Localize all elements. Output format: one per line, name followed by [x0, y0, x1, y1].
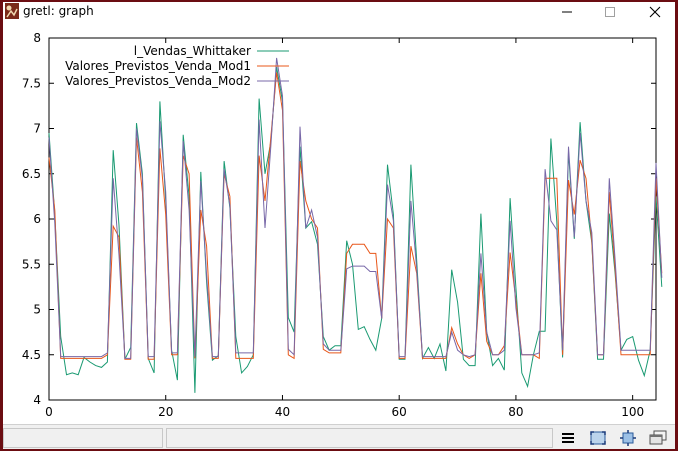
- chart-legend: l_Vendas_WhittakerValores_Previstos_Vend…: [65, 44, 289, 88]
- graph-window: gretl: graph 4 4.5 5 5.5 6 6.5 7 7.5 8 0 20 40 60 80 1…: [3, 2, 675, 449]
- x-tick-label: 0: [45, 405, 53, 419]
- legend-label: l_Vendas_Whittaker: [134, 44, 251, 58]
- maximize-icon: [605, 7, 615, 17]
- y-tick-label: 8: [33, 31, 41, 45]
- y-tick-label: 5: [33, 303, 41, 317]
- y-tick-label: 7.5: [22, 76, 41, 90]
- minimize-button[interactable]: [553, 2, 581, 22]
- fit-button[interactable]: [616, 429, 640, 447]
- status-bar: [3, 424, 675, 449]
- chart-series: [48, 57, 663, 393]
- maximize-button[interactable]: [596, 2, 624, 22]
- y-tick-label: 5.5: [22, 257, 41, 271]
- y-tick-label: 4.5: [22, 348, 41, 362]
- status-field-left: [3, 428, 163, 448]
- x-tick-label: 100: [621, 405, 644, 419]
- x-tick-label: 20: [158, 405, 173, 419]
- series-line-1: [48, 66, 663, 393]
- x-tick-label: 80: [508, 405, 523, 419]
- legend-label: Valores_Previstos_Venda_Mod1: [65, 59, 251, 73]
- title-bar[interactable]: gretl: graph: [3, 2, 675, 22]
- y-tick-label: 4: [33, 393, 41, 407]
- minimize-icon: [562, 11, 572, 13]
- legend-label: Valores_Previstos_Venda_Mod2: [65, 74, 251, 88]
- close-button[interactable]: [641, 2, 669, 22]
- series-line-3: [48, 57, 663, 359]
- gretl-app-icon[interactable]: [5, 3, 19, 19]
- close-icon: [649, 6, 661, 18]
- y-tick-label: 6: [33, 212, 41, 226]
- plot-frame: [48, 37, 657, 401]
- y-tick-label: 7: [33, 122, 41, 136]
- fit-icon: [620, 430, 636, 446]
- window-title: gretl: graph: [23, 4, 94, 18]
- zoom-button[interactable]: [586, 429, 610, 447]
- chart-axes: 44.555.566.577.580 20 40 60 80 100: [22, 31, 656, 419]
- y-tick-label: 6.5: [22, 167, 41, 181]
- menu-button[interactable]: [556, 429, 580, 447]
- zoom-icon: [590, 431, 606, 445]
- line-chart: 44.555.566.577.580 20 40 60 80 100 l_Vendas_W…: [22, 31, 663, 419]
- x-tick-label: 60: [392, 405, 407, 419]
- windows-icon: [649, 430, 667, 445]
- status-field-coordinates: [166, 428, 553, 448]
- x-tick-label: 40: [275, 405, 290, 419]
- series-line-2: [48, 72, 663, 360]
- menu-icon: [562, 433, 574, 443]
- windows-button[interactable]: [646, 429, 670, 447]
